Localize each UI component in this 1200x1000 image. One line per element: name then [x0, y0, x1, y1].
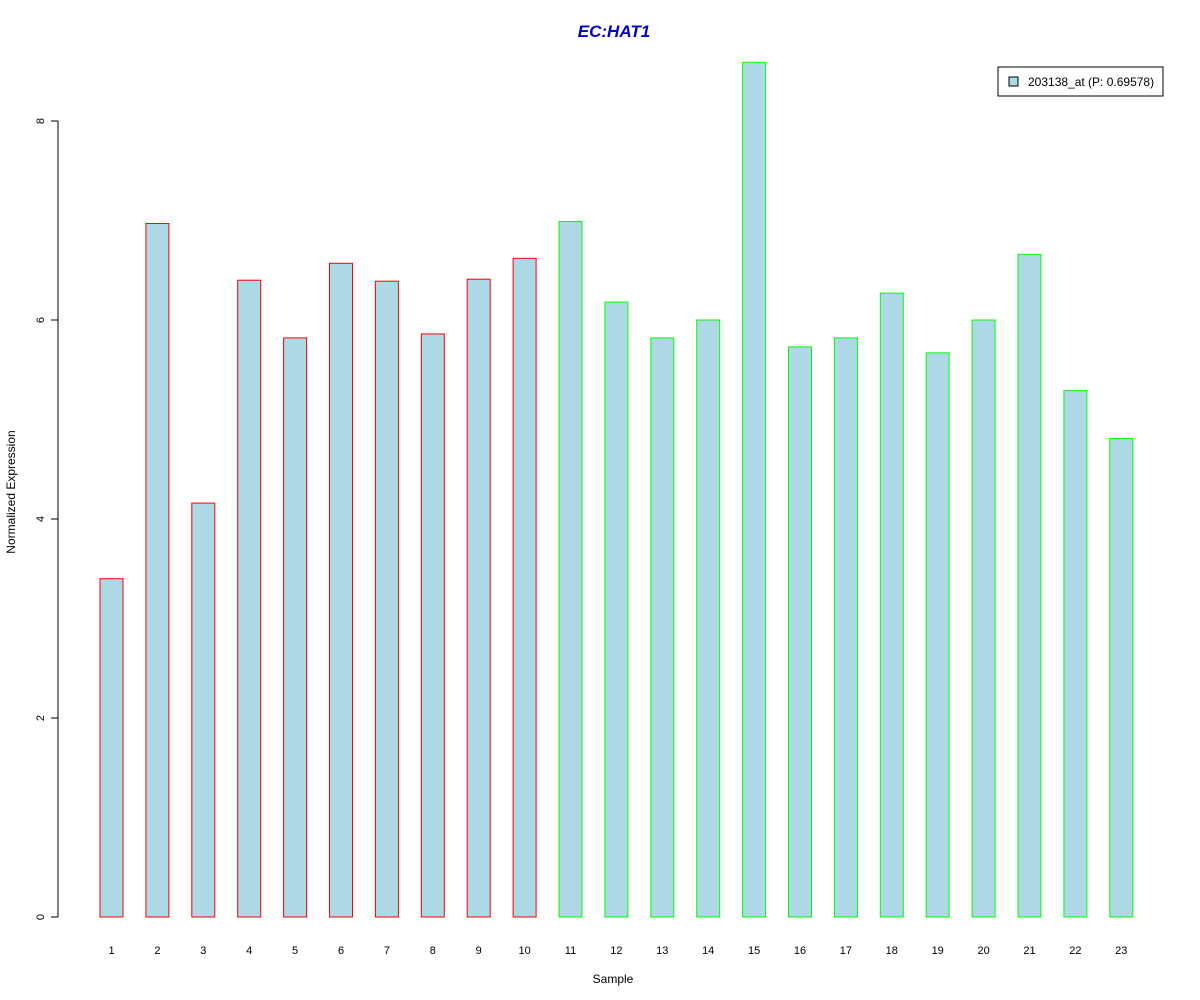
- legend: 203138_at (P: 0.69578): [997, 66, 1164, 97]
- x-tick-label: 14: [702, 945, 714, 957]
- y-tick-label: 8: [35, 118, 47, 124]
- bar: [650, 337, 675, 918]
- y-tick-label: 2: [35, 715, 47, 721]
- bar: [558, 220, 583, 918]
- bar: [1109, 437, 1134, 918]
- x-tick-label: 17: [840, 945, 852, 957]
- bar: [283, 337, 308, 918]
- x-tick-label: 4: [246, 945, 252, 957]
- bar: [833, 337, 858, 918]
- x-tick-label: 19: [932, 945, 944, 957]
- bar: [1063, 390, 1088, 918]
- bar: [145, 222, 170, 918]
- legend-swatch: [1008, 76, 1019, 87]
- chart-title: EC:HAT1: [578, 22, 650, 41]
- y-tick-label: 6: [35, 317, 47, 323]
- x-tick-label: 2: [154, 945, 160, 957]
- x-tick-label: 11: [565, 945, 576, 957]
- bar: [329, 262, 353, 918]
- bar: [925, 352, 950, 918]
- legend-label: 203138_at (P: 0.69578): [1028, 75, 1154, 89]
- bar: [879, 292, 904, 918]
- x-tick-label: 22: [1069, 945, 1081, 957]
- x-tick-label: 15: [748, 945, 760, 957]
- x-tick-label: 20: [977, 945, 989, 957]
- y-tick-label: 4: [35, 516, 47, 522]
- bar: [420, 333, 445, 918]
- x-tick-label: 18: [886, 945, 898, 957]
- x-axis-labels: 1 2 3 4 5 6 7 8 9 10 11 12 13 14 15 16 17 18 19 20 21 22 23: [108, 945, 1127, 957]
- bar: [191, 502, 216, 918]
- x-tick-label: 10: [518, 945, 530, 957]
- x-tick-label: 9: [476, 945, 482, 957]
- x-tick-label: 3: [200, 945, 206, 957]
- x-tick-label: 16: [794, 945, 806, 957]
- x-tick-label: 12: [610, 945, 622, 957]
- x-tick-label: 8: [430, 945, 436, 957]
- x-tick-label: 5: [292, 945, 298, 957]
- x-tick-label: 1: [108, 945, 114, 957]
- bar: [1017, 253, 1042, 918]
- legend-box: [997, 66, 1164, 97]
- bar: [374, 280, 399, 918]
- bar: [696, 319, 721, 918]
- x-tick-label: 7: [384, 945, 390, 957]
- bar: [237, 279, 262, 918]
- x-axis-label: Sample: [593, 972, 634, 986]
- bar: [604, 301, 629, 918]
- x-tick-label: 21: [1023, 945, 1035, 957]
- bar: [466, 278, 491, 918]
- x-tick-label: 23: [1115, 945, 1127, 957]
- bar: [788, 346, 812, 918]
- y-axis-label: Normalized Expression: [4, 430, 18, 553]
- bar: [971, 319, 996, 918]
- x-tick-label: 13: [656, 945, 668, 957]
- x-tick-label: 6: [338, 945, 344, 957]
- bar: [742, 61, 767, 918]
- bars: [99, 61, 1134, 918]
- y-tick-label: 0: [35, 914, 47, 920]
- bar: [99, 578, 124, 918]
- y-axis: 0 2 4 6 8: [35, 118, 59, 920]
- bar: [512, 257, 537, 918]
